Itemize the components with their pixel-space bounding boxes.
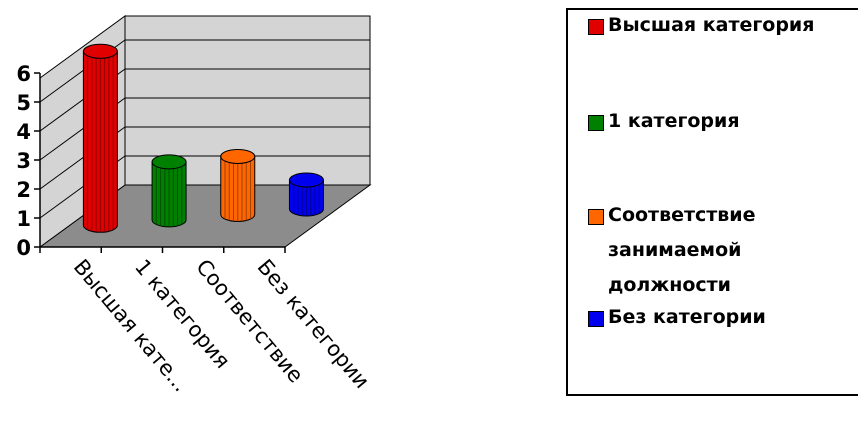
x-tick-label: Соответствие [191,255,308,388]
legend-swatch [588,209,604,225]
legend-item-highest: Высшая категория [588,14,814,43]
bar-top [151,154,187,170]
bar [82,43,118,233]
chart-legend: Высшая категория 1 категория Соответстви… [566,8,858,396]
legend-item-first: 1 категория [588,110,740,139]
legend-label: Без категории [608,306,766,328]
legend-label: Соответствие занимаемой должности [608,204,756,296]
y-tick-label: 4 [16,120,31,144]
y-tick-label: 1 [16,207,31,231]
legend-swatch [588,311,604,327]
y-tick-label: 2 [16,178,31,202]
legend-label: Высшая категория [608,14,815,36]
legend-item-none: Без категории [588,306,766,335]
x-axis: Высшая кате...1 категорияСоответствиеБез… [39,246,374,397]
x-tick-label: Высшая кате... [69,255,193,397]
legend-label: 1 категория [608,110,740,132]
legend-item-compliance: Соответствие занимаемой должности [588,204,808,303]
y-tick-label: 0 [16,236,31,260]
bar-top [82,43,118,59]
chart-plot: 0 1 2 3 4 5 6 Высшая кате...1 категорияСоответ… [16,15,374,397]
y-tick-label: 5 [16,91,31,115]
chart-bars [82,43,324,233]
legend-swatch [588,115,604,131]
bar-top [288,172,324,188]
x-tick-label: Без категории [253,255,374,393]
y-axis: 0 1 2 3 4 5 6 [16,62,41,260]
bar-top [220,148,256,164]
bar [151,154,187,228]
bar [288,172,324,217]
y-tick-label: 3 [16,149,31,173]
bar [220,148,256,222]
legend-swatch [588,19,604,35]
y-tick-label: 6 [16,62,31,86]
